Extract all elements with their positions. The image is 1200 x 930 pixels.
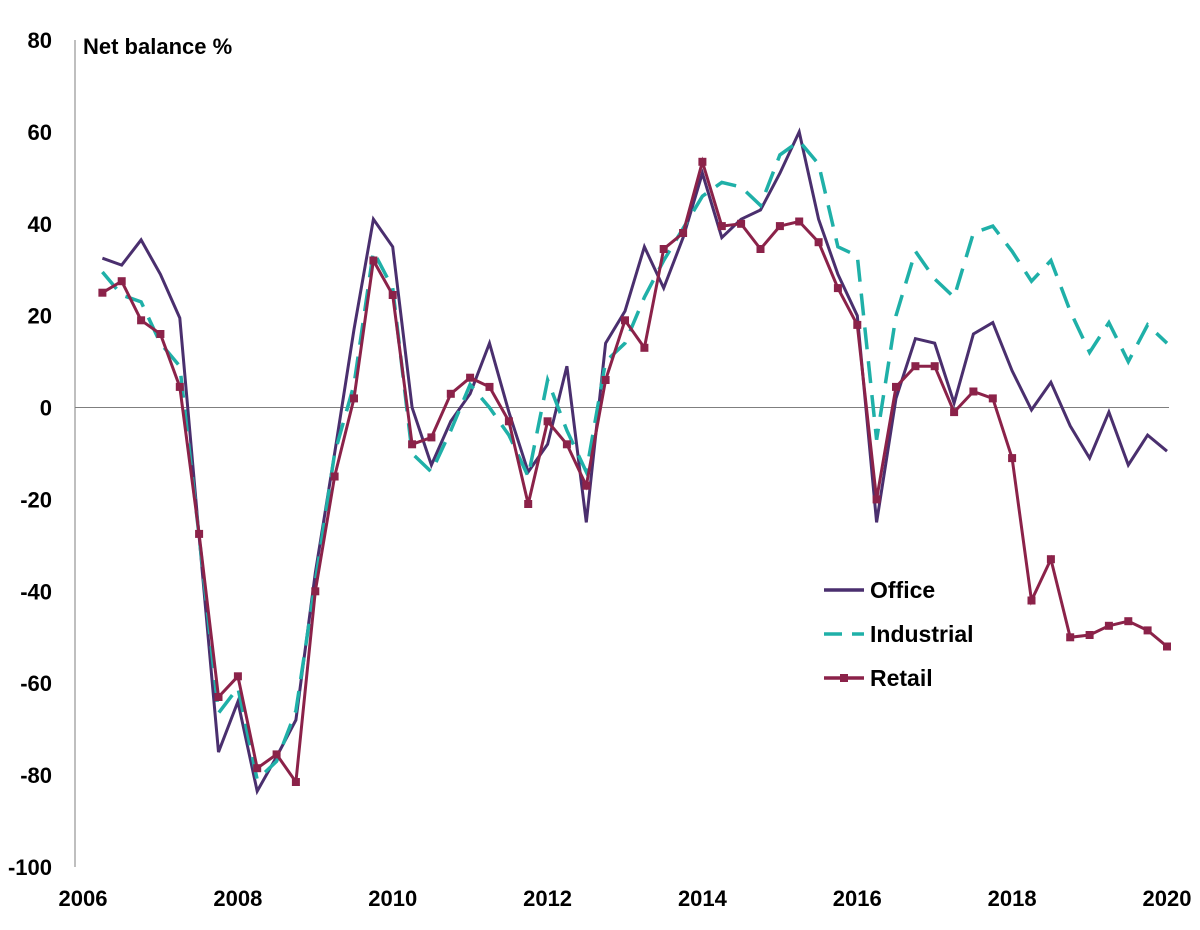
retail-marker (272, 750, 281, 759)
tick-labels: 80 60 40 20 0 -20 -40 -60 -80 -100 2006 2008 2010 201… (8, 28, 1192, 911)
retail-marker (775, 222, 784, 231)
legend-label-office: Office (870, 577, 935, 603)
retail-marker (1027, 596, 1036, 605)
office-series-line (101, 127, 1168, 796)
y-tick-label: 40 (28, 212, 52, 237)
retail-marker (1143, 626, 1152, 635)
legend-marker-retail (840, 674, 848, 682)
retail-marker (795, 217, 804, 226)
retail-marker (350, 394, 358, 403)
retail-marker (601, 376, 610, 384)
legend-label-industrial: Industrial (870, 621, 974, 647)
x-tick-label: 2018 (988, 886, 1037, 911)
retail-marker (640, 343, 649, 352)
retail-marker (1085, 631, 1094, 639)
retail-marker (698, 157, 707, 166)
retail-marker (427, 433, 436, 442)
retail-marker (253, 764, 262, 773)
x-tick-label: 2020 (1143, 886, 1192, 911)
retail-marker (504, 417, 513, 426)
retail-marker (717, 222, 726, 231)
retail-marker (911, 362, 920, 371)
industrial-series-line (101, 138, 1169, 784)
retail-marker (175, 382, 184, 391)
retail-marker (369, 256, 378, 265)
y-tick-label: -20 (20, 487, 52, 512)
retail-marker (659, 245, 668, 253)
retail-marker (291, 778, 300, 786)
retail-marker (156, 330, 165, 338)
retail-marker (950, 408, 959, 417)
retail-marker (137, 316, 146, 325)
x-tick-label: 2012 (523, 886, 572, 911)
retail-marker (98, 288, 107, 297)
retail-marker (814, 238, 823, 247)
retail-marker (195, 529, 204, 538)
y-tick-label: -80 (20, 763, 52, 788)
retail-marker (930, 362, 939, 371)
retail-marker (1008, 454, 1017, 463)
retail-marker (833, 284, 842, 293)
retail-marker (388, 291, 397, 299)
retail-marker (679, 229, 688, 237)
retail-marker (1046, 555, 1055, 564)
retail-marker (969, 387, 978, 396)
x-tick-label: 2006 (59, 886, 108, 911)
legend: Office Industrial Retail (824, 577, 974, 691)
y-tick-label: -40 (20, 579, 52, 604)
retail-marker (543, 417, 552, 426)
retail-marker (1104, 621, 1113, 630)
retail-marker (1066, 633, 1075, 642)
x-tick-label: 2016 (833, 886, 882, 911)
retail-marker (582, 481, 591, 490)
retail-marker (311, 587, 320, 596)
retail-marker (524, 500, 533, 508)
series-lines (98, 127, 1171, 796)
retail-series-line (101, 156, 1168, 787)
x-tick-label: 2008 (213, 886, 262, 911)
retail-marker (408, 440, 417, 449)
x-tick-label: 2014 (678, 886, 728, 911)
y-axis-label: Net balance % (83, 34, 232, 59)
retail-marker (214, 693, 223, 701)
retail-marker (233, 672, 242, 681)
retail-marker (485, 382, 494, 391)
y-tick-label: 60 (28, 120, 52, 145)
retail-marker (853, 320, 862, 329)
retail-marker (562, 440, 571, 449)
retail-marker (892, 382, 900, 391)
retail-marker (1163, 642, 1171, 651)
retail-marker (117, 277, 126, 286)
legend-label-retail: Retail (870, 665, 933, 691)
y-tick-label: 0 (40, 396, 52, 421)
retail-marker (330, 472, 339, 481)
y-tick-label: -100 (8, 855, 52, 880)
retail-marker (737, 219, 746, 228)
retail-marker (1124, 617, 1133, 626)
retail-marker (446, 389, 455, 398)
x-tick-label: 2010 (368, 886, 417, 911)
y-tick-label: -60 (20, 671, 52, 696)
axes (74, 40, 1169, 867)
retail-marker (621, 316, 629, 325)
y-tick-label: 80 (28, 28, 52, 53)
retail-marker (756, 245, 765, 253)
retail-marker (466, 373, 475, 382)
retail-marker (988, 394, 997, 403)
y-tick-label: 20 (28, 304, 52, 329)
retail-marker (872, 495, 881, 504)
